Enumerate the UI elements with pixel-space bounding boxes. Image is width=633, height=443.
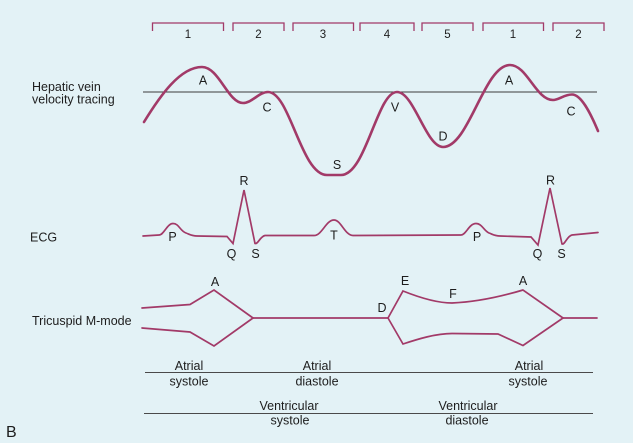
hepatic-wave-label-c1: C: [262, 101, 271, 115]
ecg-waveform: [142, 187, 599, 247]
atrial-systole-2-top: Atrial: [515, 359, 543, 373]
mmode-upper-leaflet-first: [141, 288, 254, 319]
phase-bracket-4: [359, 22, 415, 31]
phase-bracket-1: [151, 22, 225, 31]
phase-bracket-5: [421, 22, 474, 31]
mmode-wave-label-a2: A: [519, 274, 528, 288]
mmode-upper-leaflet-second: [387, 289, 564, 319]
hepatic-wave-label-d: D: [438, 130, 447, 144]
hepatic-row-label-line2: velocity tracing: [32, 93, 115, 107]
atrial-systole-1-bottom: systole: [170, 375, 209, 389]
phase-bracket-6: [482, 22, 545, 31]
hepatic-vein-row: Hepatic vein velocity tracing A C S V D …: [32, 63, 600, 177]
phase-number: 2: [255, 29, 261, 41]
hepatic-wave-label-s: S: [333, 158, 341, 172]
ventricular-diastole-top: Ventricular: [438, 399, 497, 413]
ecg-wave-label-s2: S: [557, 247, 565, 261]
atrial-diastole-top: Atrial: [303, 359, 331, 373]
ventricular-diastole-bottom: diastole: [445, 414, 488, 428]
phase-number: 1: [185, 29, 191, 41]
mmode-wave-label-d: D: [377, 301, 386, 315]
phase-bracket-2: [232, 22, 285, 31]
phase-number: 3: [320, 29, 326, 41]
atrial-systole-1-top: Atrial: [175, 359, 203, 373]
atrial-timing-bar: Atrial systole Atrial diastole Atrial sy…: [145, 359, 593, 389]
ecg-wave-label-p2: P: [473, 230, 481, 244]
mmode-lower-leaflet-first: [141, 317, 254, 348]
phase-bracket-7: [552, 22, 605, 31]
ecg-row: ECG P Q R S T P Q R S: [30, 174, 599, 261]
ventricular-systole-top: Ventricular: [259, 399, 318, 413]
phase-scale: 1 2 3 4 5 1 2: [151, 22, 605, 41]
mmode-wave-label-f: F: [449, 287, 457, 301]
hepatic-wave-label-a1: A: [199, 74, 208, 88]
mmode-row: Tricuspid M-mode A D E F A: [32, 274, 598, 348]
atrial-diastole-bottom: diastole: [295, 375, 338, 389]
mmode-lower-leaflet-second: [387, 317, 564, 347]
ecg-wave-label-q1: Q: [227, 247, 237, 261]
hepatic-wave-label-a2: A: [505, 74, 514, 88]
ecg-wave-label-t: T: [330, 229, 338, 243]
hepatic-wave-label-v: V: [391, 101, 400, 115]
phase-number: 1: [510, 29, 516, 41]
phase-number: 5: [444, 29, 450, 41]
atrial-systole-2-bottom: systole: [509, 375, 548, 389]
hepatic-row-label-line1: Hepatic vein: [32, 80, 101, 94]
figure-panel-label: B: [6, 424, 17, 441]
mmode-wave-label-a1: A: [211, 275, 220, 289]
mmode-row-label: Tricuspid M-mode: [32, 314, 132, 328]
ecg-wave-label-p1: P: [168, 230, 176, 244]
ventricular-systole-bottom: systole: [271, 414, 310, 428]
phase-number: 4: [384, 29, 391, 41]
phase-number: 2: [575, 29, 581, 41]
ecg-wave-label-r1: R: [239, 174, 248, 188]
hepatic-vein-waveform: [142, 63, 600, 177]
ventricular-timing-bar: Ventricular systole Ventricular diastole: [144, 399, 593, 428]
ecg-wave-label-q2: Q: [533, 247, 543, 261]
ecg-wave-label-s1: S: [251, 247, 259, 261]
mmode-wave-label-e: E: [401, 274, 409, 288]
phase-bracket-3: [292, 22, 355, 31]
hepatic-wave-label-c2: C: [566, 105, 575, 119]
ecg-row-label: ECG: [30, 231, 57, 245]
ecg-wave-label-r2: R: [546, 174, 555, 188]
